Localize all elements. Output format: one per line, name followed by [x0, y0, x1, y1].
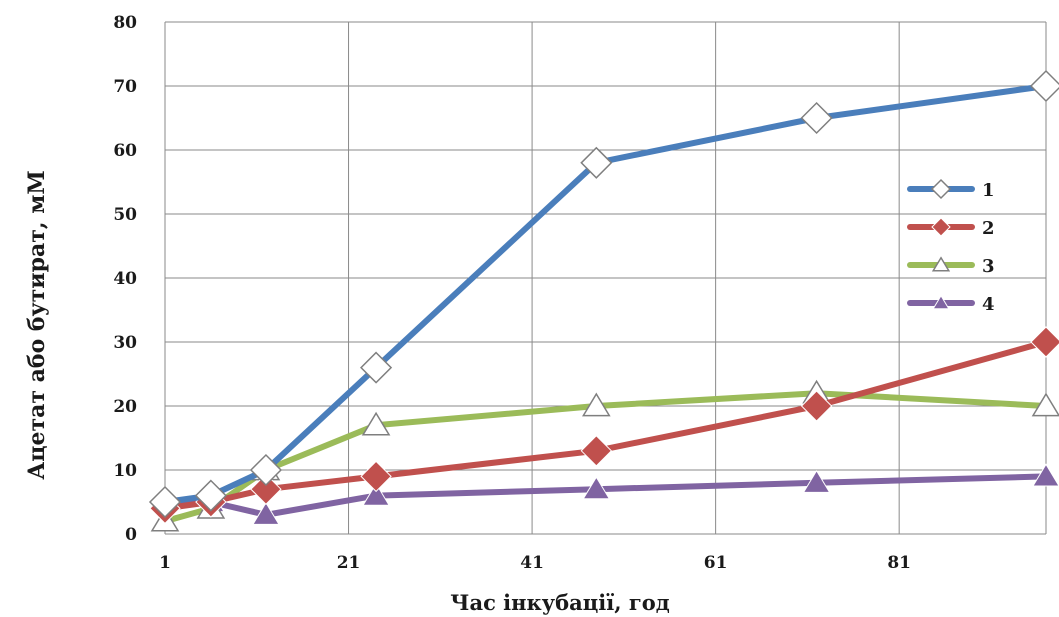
data-point	[800, 101, 833, 135]
y-tick-label: 0	[125, 525, 137, 545]
data-point	[1029, 69, 1059, 103]
y-axis-ticks: 0 10 20 30 40 50 60 70 80	[113, 13, 137, 545]
data-point	[361, 411, 391, 436]
y-tick-label: 10	[113, 461, 137, 481]
x-axis-label: Час інкубації, год	[450, 590, 669, 615]
data-point	[1032, 463, 1059, 487]
data-point	[582, 476, 611, 500]
data-point	[250, 473, 282, 505]
series-1	[148, 69, 1059, 519]
data-point	[580, 435, 613, 467]
series-line	[162, 339, 1049, 512]
x-axis-ticks: 1 21 41 61 81	[159, 553, 911, 573]
y-tick-label: 30	[113, 333, 137, 353]
series-line	[162, 83, 1049, 505]
data-point	[802, 469, 831, 493]
data-point	[360, 351, 393, 384]
data-point	[1030, 326, 1059, 358]
y-tick-label: 40	[113, 269, 137, 289]
grid	[164, 21, 1047, 535]
series-4	[151, 463, 1059, 525]
y-tick-label: 70	[113, 77, 137, 97]
data-point	[931, 256, 951, 272]
legend-item-2: 2	[907, 217, 995, 239]
x-tick-label: 41	[520, 553, 544, 573]
y-axis-label: Ацетат або бутират, мМ	[24, 170, 50, 479]
legend-label: 4	[982, 294, 995, 315]
data-point	[360, 460, 392, 493]
y-tick-label: 50	[113, 205, 137, 225]
data-point	[249, 453, 283, 487]
x-tick-label: 81	[887, 553, 911, 573]
data-point	[1031, 392, 1059, 417]
legend-label: 2	[982, 218, 995, 239]
x-tick-label: 61	[704, 553, 728, 573]
data-point	[932, 294, 950, 310]
data-point	[252, 501, 280, 525]
legend-label: 1	[982, 180, 995, 201]
y-tick-label: 80	[113, 13, 137, 33]
y-tick-label: 60	[113, 141, 137, 161]
legend-item-4: 4	[907, 294, 995, 315]
data-point	[362, 482, 390, 506]
legend-item-1: 1	[907, 178, 995, 201]
legend: 1 2 3 4	[907, 178, 995, 315]
data-point	[581, 392, 611, 417]
data-point	[930, 178, 952, 200]
data-point	[931, 217, 951, 237]
legend-label: 3	[982, 256, 995, 277]
y-tick-label: 20	[113, 397, 137, 417]
legend-item-3: 3	[907, 256, 995, 277]
x-tick-label: 21	[337, 553, 361, 573]
data-point	[194, 479, 227, 512]
series-group	[148, 69, 1059, 532]
data-point	[580, 146, 613, 179]
data-point	[148, 485, 182, 519]
x-tick-label: 1	[159, 553, 171, 573]
data-point	[800, 390, 833, 422]
